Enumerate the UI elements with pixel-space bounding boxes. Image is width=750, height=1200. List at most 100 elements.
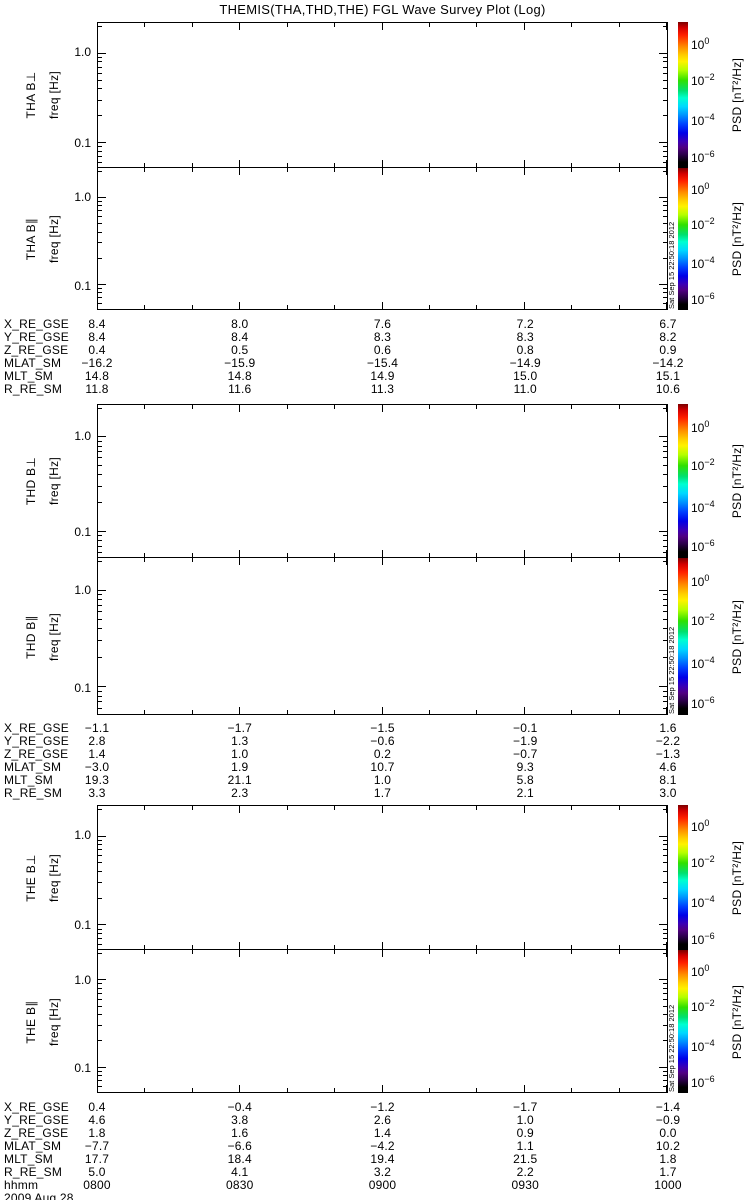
colorbar-tick-exponent: −4 <box>704 654 715 665</box>
y-tick-minor <box>663 303 667 305</box>
ephemeris-row-label: MLAT_SM <box>4 356 62 370</box>
y-tick-minor <box>98 66 102 68</box>
x-tick-minor <box>428 305 430 309</box>
x-tick-minor <box>618 305 620 309</box>
y-tick-minor <box>98 407 102 409</box>
y-tick-major <box>98 686 106 688</box>
freq-axis-label: freq [Hz] <box>47 70 61 120</box>
x-tick-minor <box>144 168 146 172</box>
colorbar-tick-base: 10 <box>691 257 705 271</box>
y-tick-minor <box>663 808 667 810</box>
y-tick-minor <box>663 257 667 259</box>
x-tick-minor <box>334 950 336 954</box>
ephemeris-value: 1.7 <box>659 1165 677 1179</box>
x-tick-major <box>666 1085 667 1092</box>
ephemeris-value: 1.0 <box>231 747 249 761</box>
x-tick-major <box>381 950 383 957</box>
x-tick-minor <box>428 163 430 167</box>
y-tick-minor <box>663 551 667 553</box>
y-tick-major <box>659 436 667 438</box>
x-tick-minor <box>286 710 288 714</box>
ephemeris-value: 15.0 <box>513 369 538 383</box>
x-tick-minor <box>286 945 288 949</box>
y-tick-minor <box>663 242 667 244</box>
y-tick-minor <box>98 242 102 244</box>
x-tick-major <box>239 160 241 167</box>
colorbar-tick-base: 10 <box>691 37 705 52</box>
y-tick-minor <box>98 1040 102 1042</box>
spectrogram-panel <box>97 805 668 950</box>
x-tick-major <box>666 942 667 949</box>
y-tick-minor <box>663 619 667 621</box>
x-tick-minor <box>476 710 478 714</box>
x-tick-minor <box>571 553 573 557</box>
ephemeris-row-label: Z_RE_GSE <box>4 343 69 357</box>
ephemeris-value: −0.4 <box>227 1100 252 1114</box>
y-tick-minor <box>98 216 102 218</box>
colorbar-gradient <box>678 950 688 1093</box>
x-tick-major <box>381 707 383 714</box>
x-tick-minor <box>618 710 620 714</box>
x-tick-minor <box>286 950 288 954</box>
x-tick-minor <box>571 168 573 172</box>
y-tick-label: 0.1 <box>74 1061 91 1076</box>
x-tick-minor <box>618 945 620 949</box>
ephemeris-value: 11.3 <box>370 382 395 396</box>
ephemeris-row-label: Y_RE_GSE <box>4 734 69 748</box>
colorbar-tick-exponent: −6 <box>704 537 715 548</box>
y-tick-minor <box>98 701 102 703</box>
x-tick-major <box>381 160 383 167</box>
y-tick-label: 1.0 <box>74 190 91 205</box>
time-tick-label: 1000 <box>654 1178 682 1192</box>
ephemeris-value: −6.6 <box>227 1139 252 1153</box>
y-tick-minor <box>98 170 102 172</box>
y-tick-label: 1.0 <box>74 827 91 842</box>
colorbar-tick-base: 10 <box>691 965 705 980</box>
ephemeris-value: −0.1 <box>513 721 538 735</box>
ephemeris-value: 4.6 <box>659 760 677 774</box>
x-tick-minor <box>571 710 573 714</box>
y-tick-minor <box>663 611 667 613</box>
x-tick-major <box>523 302 525 309</box>
colorbar-tick-exponent: −2 <box>704 611 715 622</box>
y-tick-minor <box>663 99 667 101</box>
y-tick-minor <box>663 849 667 851</box>
y-tick-major <box>98 835 106 837</box>
x-tick-minor <box>144 806 146 810</box>
colorbar-tick-label: 10−6 <box>691 1072 715 1090</box>
x-tick-minor <box>428 553 430 557</box>
ephemeris-value: 1.4 <box>88 747 106 761</box>
x-tick-minor <box>334 558 336 562</box>
psd-axis-label: PSD [nT²/Hz] <box>730 443 744 519</box>
ephemeris-row-label: R_RE_SM <box>4 382 63 396</box>
x-tick-minor <box>286 1088 288 1092</box>
x-tick-major <box>239 806 241 813</box>
x-tick-minor <box>191 710 193 714</box>
x-tick-minor <box>618 553 620 557</box>
y-tick-minor <box>663 1070 667 1072</box>
ephemeris-value: 8.3 <box>373 330 392 344</box>
x-tick-minor <box>286 305 288 309</box>
colorbar-tick-label: 10−6 <box>691 929 715 947</box>
y-tick-minor <box>663 485 667 487</box>
ephemeris-value: 21.5 <box>513 1152 538 1166</box>
y-tick-minor <box>663 287 667 289</box>
x-tick-minor <box>571 1088 573 1092</box>
ephemeris-value: −1.4 <box>655 1100 681 1114</box>
y-tick-minor <box>98 855 102 857</box>
y-tick-major <box>659 142 667 144</box>
colorbar-tick-exponent: −4 <box>704 255 715 265</box>
y-tick-minor <box>663 987 667 989</box>
x-tick-major <box>97 160 98 167</box>
y-tick-minor <box>663 561 667 563</box>
ephemeris-value: −16.2 <box>81 356 113 370</box>
x-tick-minor <box>334 23 336 27</box>
colorbar-tick-exponent: −6 <box>704 930 715 941</box>
y-tick-minor <box>663 1040 667 1042</box>
y-tick-minor <box>663 205 667 207</box>
spectrogram-panel <box>97 558 668 715</box>
panel-name-label: THD B⊥ <box>24 456 38 506</box>
colorbar-tick-base: 10 <box>691 217 705 232</box>
y-tick-minor <box>98 474 102 476</box>
y-tick-minor <box>98 292 102 294</box>
